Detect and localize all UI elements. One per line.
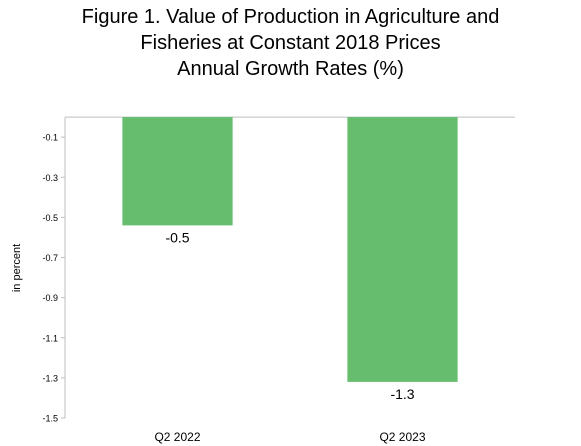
y-tick-label: -0.9 (42, 293, 58, 303)
y-tick-label: -0.1 (42, 133, 58, 143)
y-axis-label: in percent (11, 244, 23, 292)
chart-title-line-1: Figure 1. Value of Production in Agricul… (81, 6, 500, 28)
y-tick-label: -0.7 (42, 253, 58, 263)
data-label: -1.3 (390, 386, 414, 402)
y-tick-label: -1.5 (42, 414, 58, 424)
x-tick-label: Q2 2022 (154, 430, 200, 444)
chart-title: Figure 1. Value of Production in Agricul… (0, 4, 581, 82)
y-tick-label: -0.5 (42, 213, 58, 223)
y-tick-label: -1.3 (42, 373, 58, 383)
bar (347, 117, 458, 382)
chart-title-line-2: Fisheries at Constant 2018 Prices (140, 32, 441, 54)
plot-area: -0.1 -0.3 -0.5 -0.7 -0.9 -1.1 -1.3 -1.5 -0.5 Q2 2… (42, 116, 515, 444)
y-tick-label: -0.3 (42, 173, 58, 183)
data-label: -0.5 (165, 229, 189, 245)
x-tick-label: Q2 2023 (379, 430, 425, 444)
y-tick-label: -1.1 (42, 333, 58, 343)
bar (122, 117, 233, 226)
chart-title-line-3: Annual Growth Rates (%) (177, 58, 404, 80)
